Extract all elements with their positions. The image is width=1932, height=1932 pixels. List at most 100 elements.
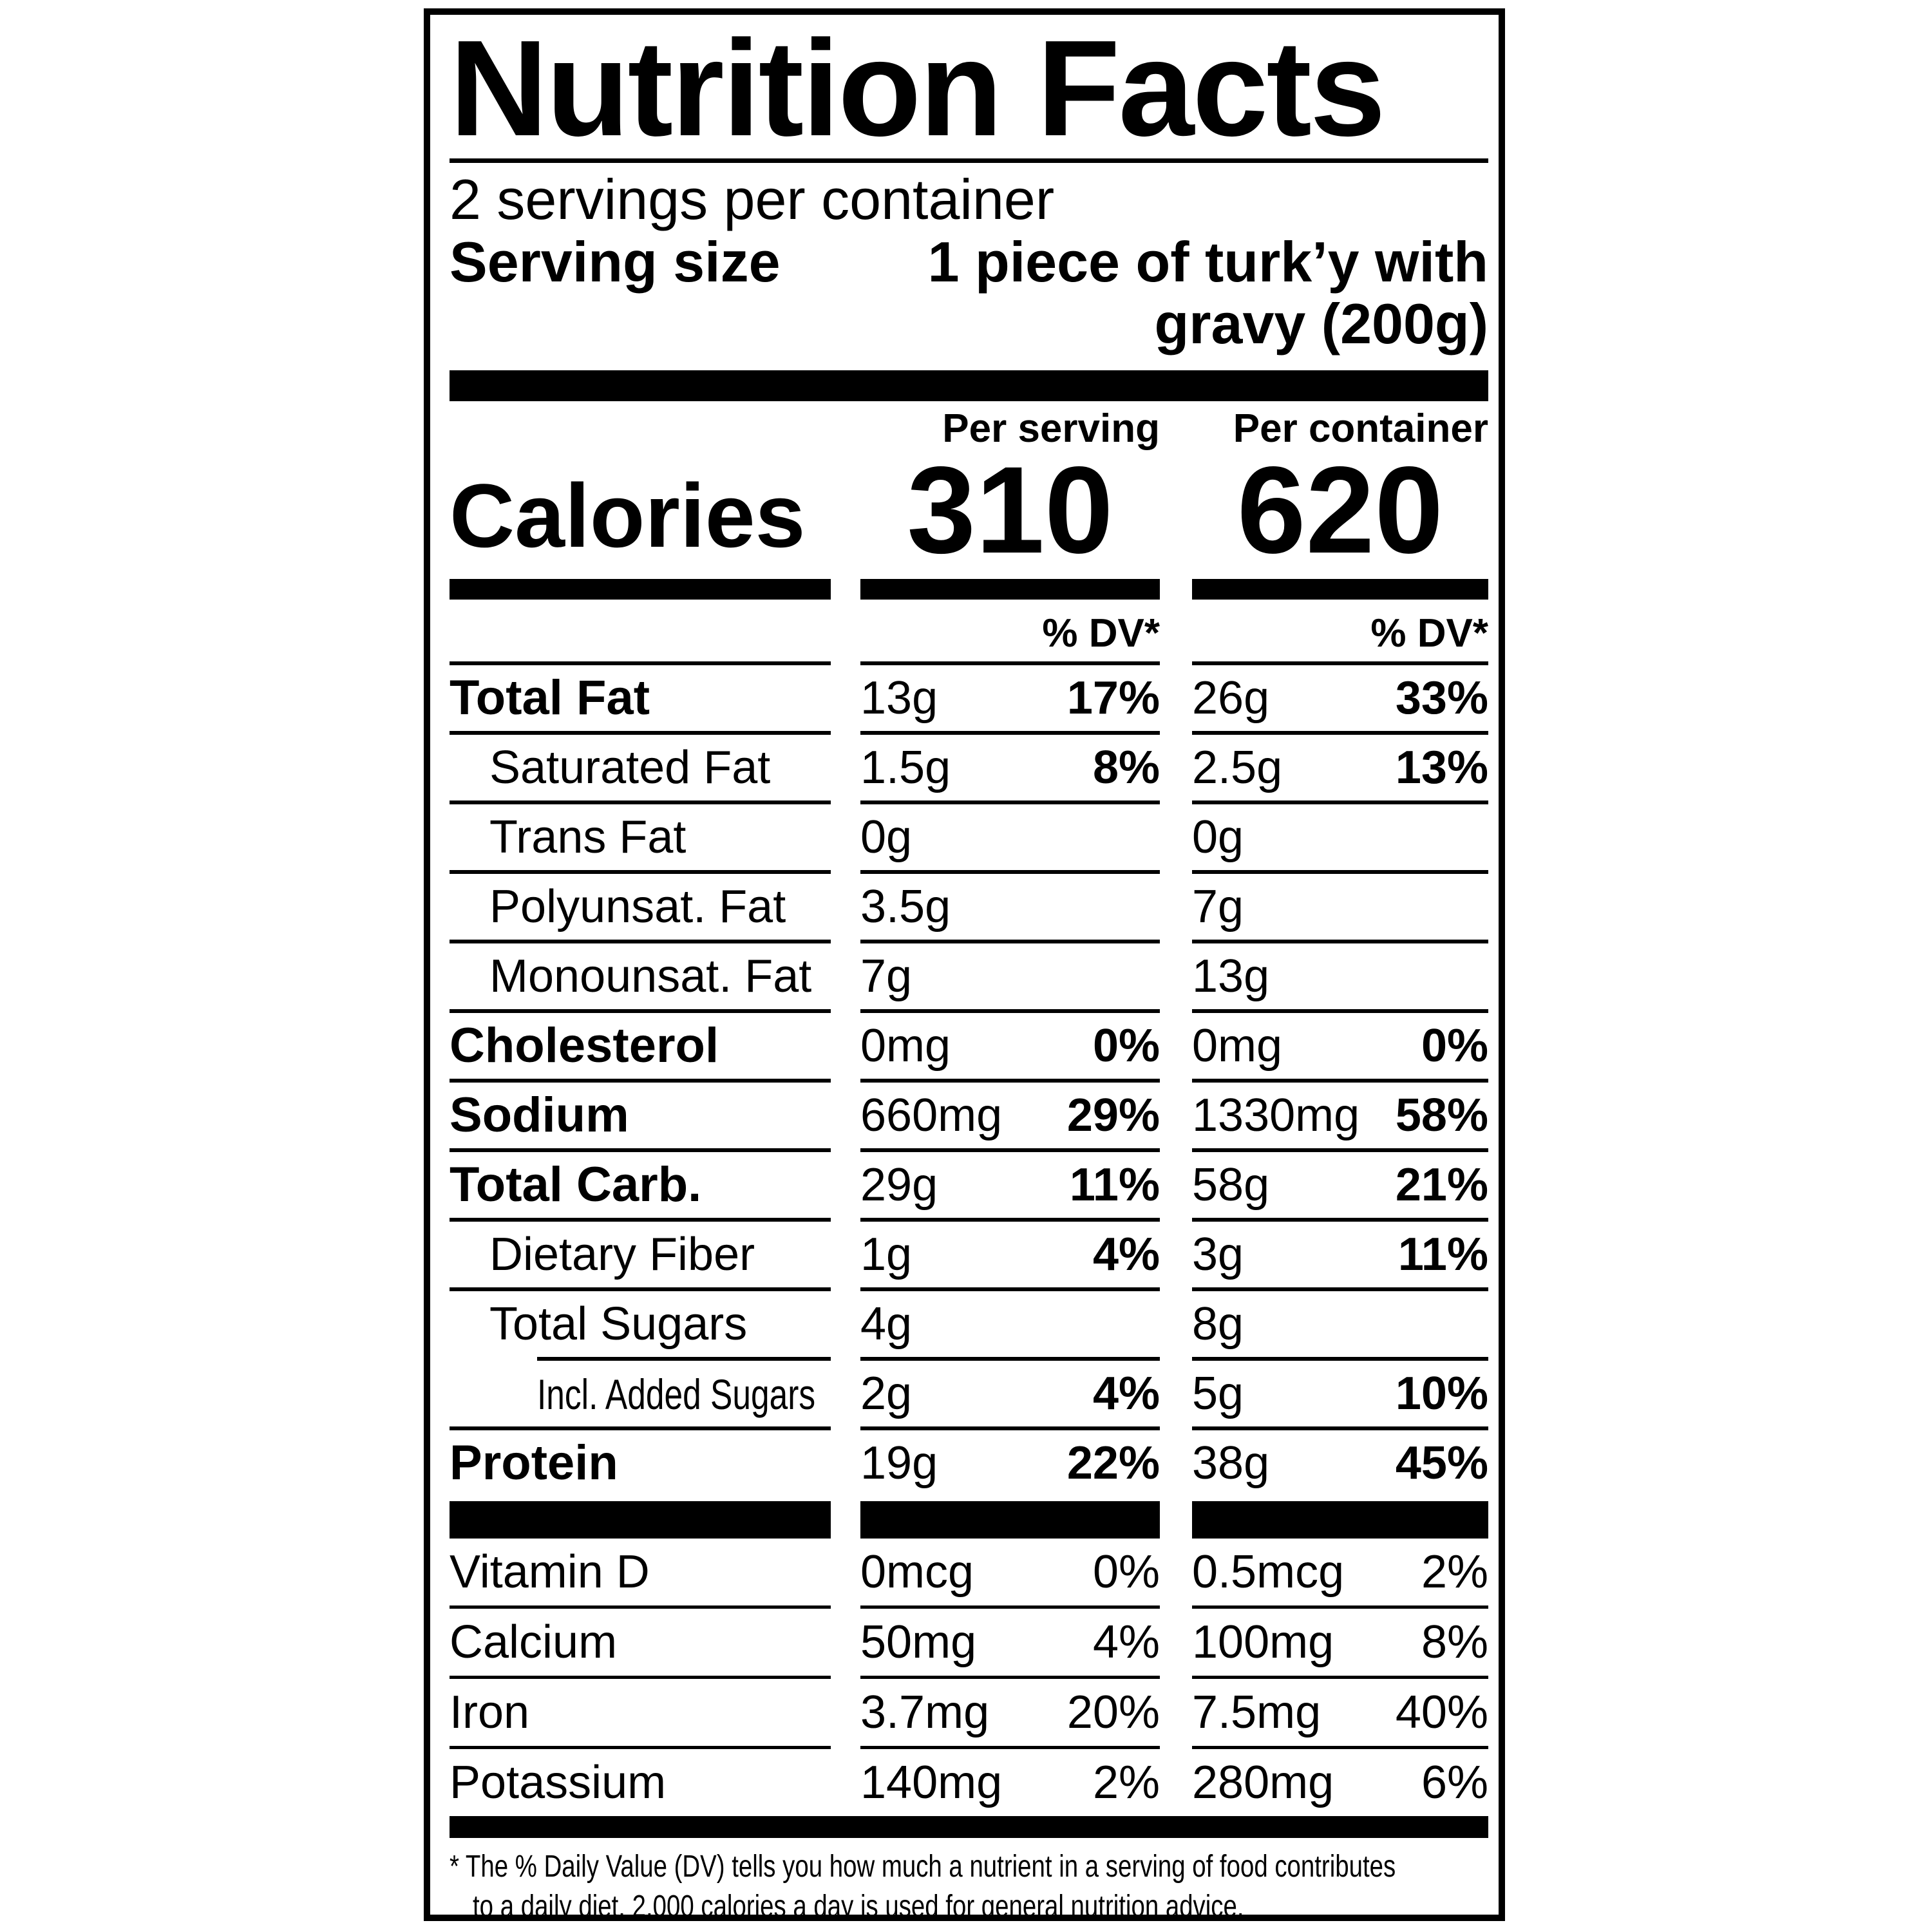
amount-per-container: 7.5mg (1192, 1687, 1321, 1738)
amount-per-serving: 29g (860, 1159, 938, 1211)
amount-per-container: 26g (1192, 672, 1270, 724)
nutrient-name: Dietary Fiber (489, 1229, 755, 1280)
bar-segment (1192, 579, 1488, 600)
serving-size-label: Serving size (450, 230, 781, 294)
amount-per-serving: 7g (860, 951, 913, 1002)
amount-per-serving: 3.7mg (860, 1687, 990, 1738)
divider-segment (860, 661, 1160, 665)
divider-segment (1192, 870, 1488, 874)
dv-per-container: 40% (1395, 1687, 1488, 1738)
dv-header-container: % DV* (1370, 611, 1488, 656)
divider-segment (860, 731, 1160, 735)
dv-per-container: 45% (1395, 1437, 1488, 1489)
amount-per-container: 3g (1192, 1229, 1244, 1280)
per-serving-cell: 1g 4% (860, 1231, 1160, 1278)
divider-segment (1192, 731, 1488, 735)
calories-row: Calories 310 620 (450, 440, 1488, 579)
amount-per-container: 100mg (1192, 1616, 1334, 1668)
divider-segment (450, 1218, 831, 1222)
divider-segment (860, 1605, 1160, 1609)
nutrient-name: Iron (450, 1687, 530, 1738)
divider-segment (860, 1218, 1160, 1222)
divider-segment (1192, 1287, 1488, 1291)
per-container-cell: 100mg 8% (1192, 1619, 1488, 1665)
calories-per-serving-cell: 310 (860, 448, 1160, 572)
row-saturated-fat: Saturated Fat 1.5g 8% 2.5g 13% (450, 735, 1488, 800)
divider-segment (860, 1357, 1160, 1361)
divider-segment (860, 1426, 1160, 1430)
column-headers-row: Per serving Per container (450, 401, 1488, 449)
per-serving-header: Per serving (942, 406, 1160, 451)
amount-per-serving: 13g (860, 672, 938, 724)
dv-per-serving: 29% (1066, 1090, 1160, 1141)
divider-segment (1192, 1148, 1488, 1152)
dv-header-serving-cell: % DV* (860, 614, 1160, 654)
nutrient-name-wrap: Incl. Added Sugars (450, 1370, 831, 1417)
per-container-cell: 38g 45% (1192, 1440, 1488, 1486)
divider-segment (860, 1676, 1160, 1679)
per-container-header-cell: Per container (1192, 409, 1488, 449)
per-serving-cell: 140mg 2% (860, 1759, 1160, 1806)
row-divider (450, 1287, 1488, 1291)
nutrient-name: Monounsat. Fat (489, 951, 812, 1002)
title-divider (450, 158, 1488, 163)
divider-segment (450, 800, 831, 804)
dv-per-serving: 4% (1092, 1229, 1160, 1280)
row-divider (450, 940, 1488, 943)
amount-per-container: 2.5g (1192, 742, 1283, 793)
divider-segment (1192, 1009, 1488, 1013)
dv-per-serving: 17% (1066, 672, 1160, 724)
row-divider (450, 1426, 1488, 1430)
bar-segment (1192, 1501, 1488, 1539)
serving-size-value: 1 piece of turk’y with gravy (200g) (928, 231, 1488, 355)
per-serving-cell: 7g (860, 953, 1160, 999)
dv-per-container: 8% (1421, 1616, 1488, 1668)
divider-segment (1192, 1746, 1488, 1749)
dv-per-container: 10% (1395, 1368, 1488, 1419)
amount-per-serving: 1g (860, 1229, 913, 1280)
dv-per-serving: 0% (1092, 1020, 1160, 1072)
divider-segment (450, 1148, 831, 1152)
row-vitamin-d: Vitamin D 0mcg 0% 0.5mcg 2% (450, 1539, 1488, 1605)
calories-per-container-cell: 620 (1192, 440, 1488, 579)
divider-segment (860, 1079, 1160, 1083)
divider-segment (450, 1676, 831, 1679)
per-serving-cell: 0mg 0% (860, 1023, 1160, 1069)
dv-per-serving: 4% (1092, 1368, 1160, 1419)
divider-segment (450, 731, 831, 735)
divider-segment (1192, 1357, 1488, 1361)
divider-segment (450, 1079, 831, 1083)
nutrient-name: Trans Fat (489, 811, 687, 863)
per-serving-cell: 29g 11% (860, 1162, 1160, 1208)
divider-segment (1192, 940, 1488, 943)
row-total-fat: Total Fat 13g 17% 26g 33% (450, 665, 1488, 731)
divider-segment (860, 1009, 1160, 1013)
nutrient-name: Sodium (450, 1088, 629, 1142)
per-container-cell: 0mg 0% (1192, 1023, 1488, 1069)
per-serving-cell: 13g 17% (860, 675, 1160, 721)
row-iron: Iron 3.7mg 20% 7.5mg 40% (450, 1679, 1488, 1746)
nutrient-name: Incl. Added Sugars (537, 1370, 816, 1418)
per-container-header: Per container (1233, 406, 1488, 451)
serving-size-row: Serving size 1 piece of turk’y with grav… (450, 231, 1488, 355)
dv-per-container: 6% (1421, 1757, 1488, 1808)
per-serving-cell: 19g 22% (860, 1440, 1160, 1486)
row-monounsaturated-fat: Monounsat. Fat 7g 13g (450, 943, 1488, 1009)
bar-segment (860, 1501, 1160, 1539)
per-container-cell: 2.5g 13% (1192, 744, 1488, 791)
per-container-cell: 7.5mg 40% (1192, 1689, 1488, 1736)
row-dietary-fiber: Dietary Fiber 1g 4% 3g 11% (450, 1222, 1488, 1287)
amount-per-serving: 4g (860, 1298, 913, 1350)
per-container-cell: 7g (1192, 884, 1488, 930)
amount-per-serving: 0g (860, 811, 913, 863)
bar-segment (860, 579, 1160, 600)
dv-per-serving: 11% (1069, 1159, 1160, 1211)
amount-per-container: 0g (1192, 811, 1244, 863)
amount-per-container: 58g (1192, 1159, 1270, 1211)
amount-per-container: 0.5mcg (1192, 1546, 1345, 1598)
per-serving-cell: 3.5g (860, 884, 1160, 930)
amount-per-container: 1330mg (1192, 1090, 1360, 1141)
row-divider (450, 1676, 1488, 1679)
calories-per-container: 620 (1236, 440, 1444, 579)
